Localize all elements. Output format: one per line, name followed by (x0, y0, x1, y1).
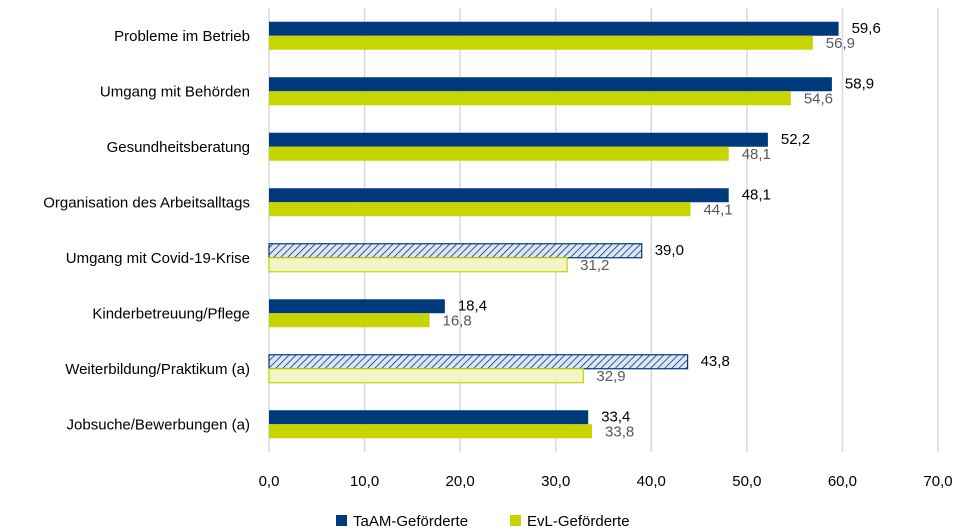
bar-series-2 (269, 313, 430, 328)
bar-series-2 (269, 202, 691, 217)
bar-series-2 (268, 368, 585, 384)
data-label-series-2: 33,8 (605, 423, 634, 440)
data-label-series-1: 59,6 (852, 20, 881, 37)
data-label-series-1: 39,0 (655, 242, 684, 259)
data-label-series-2: 44,1 (703, 201, 732, 218)
gridlines (268, 8, 939, 452)
legend-label-series-2: EvL-Geförderte (527, 513, 630, 530)
category-labels: Probleme im Betrieb Umgang mit Behörden Ge… (43, 28, 250, 434)
x-tick-label: 40,0 (637, 473, 666, 490)
data-label-series-2: 16,8 (443, 312, 472, 329)
data-label-series-2: 31,2 (580, 257, 609, 274)
data-label-series-2: 54,6 (804, 90, 833, 107)
bar-series-2 (269, 146, 729, 161)
x-tick-label: 10,0 (350, 473, 379, 490)
legend-label-series-1: TaAM-Geförderte (353, 513, 468, 530)
data-label-series-2: 48,1 (742, 146, 771, 163)
value-labels: 59,656,9 58,9 54,6 52,2 48,1 48,1 44,1 39,0 31,2… (443, 20, 881, 441)
x-tick-label: 60,0 (828, 473, 857, 490)
bar-series-1 (268, 243, 643, 259)
data-label-series-2: 56,9 (826, 35, 855, 52)
x-axis-tick-labels: 0,0 10,0 20,0 30,0 40,0 50,0 60,0 70,0 (259, 473, 953, 490)
category-label: Umgang mit Behörden (100, 83, 250, 100)
bar-series-2 (269, 35, 813, 50)
category-label: Organisation des Arbeitsalltags (43, 194, 250, 211)
bar-series-2 (269, 424, 593, 439)
bar-series-1 (269, 132, 768, 147)
bar-series-1 (269, 188, 729, 203)
bar-series-1 (269, 77, 832, 92)
bar-series-2 (269, 91, 791, 106)
x-tick-label: 20,0 (446, 473, 475, 490)
data-label-series-2: 32,9 (596, 368, 625, 385)
legend-swatch-series-2 (510, 515, 521, 526)
category-label: Probleme im Betrieb (114, 28, 250, 45)
category-label: Weiterbildung/Praktikum (a) (65, 361, 250, 378)
data-label-series-1: 43,8 (701, 353, 730, 370)
bar-series-1 (269, 21, 839, 36)
data-label-series-1: 18,4 (458, 297, 487, 314)
legend: TaAM-Geförderte EvL-Geförderte (336, 513, 630, 530)
category-label: Kinderbetreuung/Pflege (92, 305, 250, 322)
x-tick-label: 0,0 (259, 473, 280, 490)
bar-series-2 (268, 257, 568, 273)
x-tick-label: 30,0 (541, 473, 570, 490)
category-label: Gesundheitsberatung (107, 139, 250, 156)
x-tick-label: 70,0 (923, 473, 952, 490)
bars (268, 21, 839, 439)
bar-series-1 (269, 299, 445, 314)
data-label-series-1: 58,9 (845, 75, 874, 92)
x-tick-label: 50,0 (732, 473, 761, 490)
bar-series-1 (269, 410, 589, 425)
category-label: Umgang mit Covid-19-Krise (66, 250, 250, 267)
data-label-series-1: 52,2 (781, 131, 810, 148)
data-label-series-1: 33,4 (601, 408, 630, 425)
data-label-series-1: 48,1 (742, 186, 771, 203)
bar-series-1 (268, 354, 689, 370)
legend-swatch-series-1 (336, 515, 347, 526)
category-label: Jobsuche/Bewerbungen (a) (67, 416, 250, 433)
